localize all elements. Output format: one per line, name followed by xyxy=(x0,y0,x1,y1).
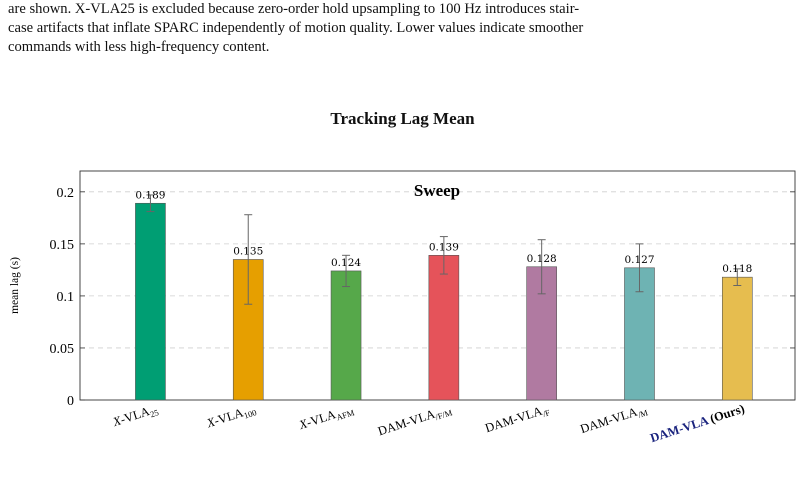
x-tick-label: DAM-VLA (Ours) xyxy=(648,402,746,446)
data-label: 0.189 xyxy=(135,189,165,201)
data-label: 0.128 xyxy=(527,253,557,265)
y-tick-label: 0.15 xyxy=(50,238,75,253)
caption-line: are shown. X-VLA25 is excluded because z… xyxy=(8,1,580,17)
data-label: 0.118 xyxy=(722,263,752,275)
figure-caption: are shown. X-VLA25 is excluded because z… xyxy=(8,0,798,57)
bar xyxy=(721,276,753,401)
sweep-annotation: Sweep xyxy=(414,181,460,200)
bar xyxy=(428,255,460,401)
x-tick-label: DAM-VLA/M xyxy=(579,401,650,438)
caption-line: case artifacts that inflate SPARC indepe… xyxy=(8,20,584,36)
x-tick-label: DAM-VLA/F/M xyxy=(376,401,454,440)
bar xyxy=(135,202,166,401)
chart-title: Tracking Lag Mean xyxy=(330,109,475,128)
y-tick-label: 0.05 xyxy=(50,342,75,357)
x-tick-label: X-VLA100 xyxy=(204,402,258,433)
x-tick-label: X-VLAAFM xyxy=(296,401,356,434)
y-tick-label: 0.2 xyxy=(57,186,75,201)
x-tick-label: DAM-VLA/F xyxy=(483,401,551,437)
data-label: 0.135 xyxy=(233,245,263,257)
data-label: 0.127 xyxy=(624,254,654,266)
bar xyxy=(330,270,362,401)
y-tick-label: 0 xyxy=(67,394,74,409)
caption-line: commands with less high-frequency conten… xyxy=(8,39,270,55)
data-label: 0.139 xyxy=(429,241,459,253)
y-axis-label: mean lag (s) xyxy=(9,257,21,314)
y-tick-label: 0.1 xyxy=(57,290,75,305)
data-label: 0.124 xyxy=(331,257,361,269)
x-tick-label: X-VLA25 xyxy=(110,402,160,432)
